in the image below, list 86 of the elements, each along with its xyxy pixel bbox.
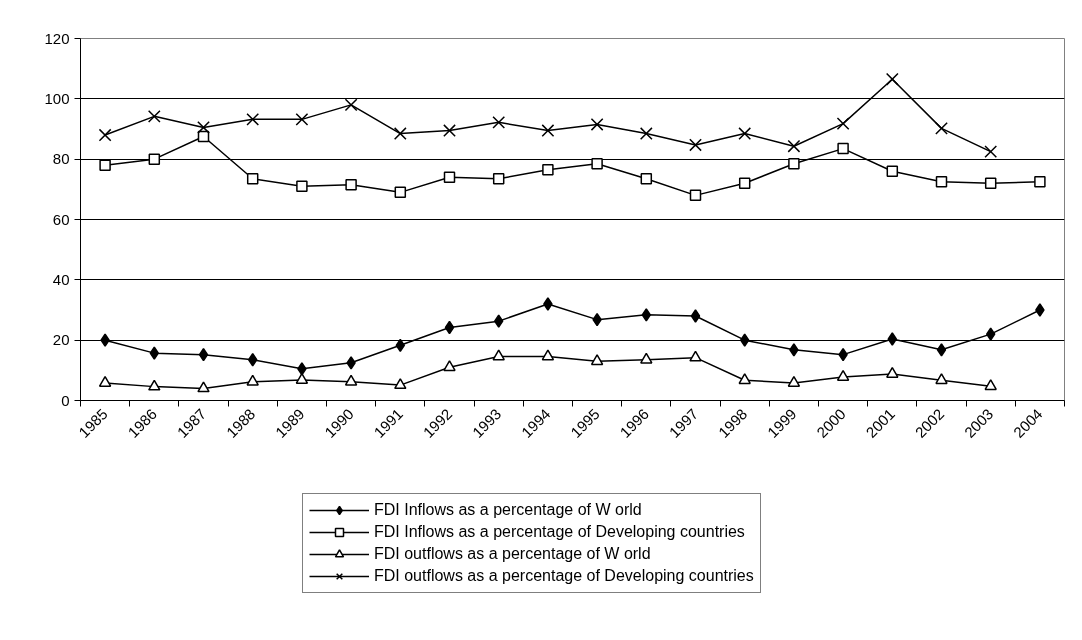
y-tick-label: 100: [44, 89, 70, 107]
point: [739, 333, 750, 347]
point: [148, 379, 161, 391]
point: [738, 373, 751, 385]
point: [887, 332, 898, 346]
y-tick-label: 20: [52, 331, 70, 349]
point: [836, 369, 850, 381]
point: [493, 314, 504, 328]
point: [640, 173, 653, 185]
point: [590, 118, 604, 131]
point: [984, 177, 997, 190]
point: [344, 374, 358, 386]
point: [787, 139, 801, 153]
point: [148, 153, 161, 165]
point: [147, 109, 161, 123]
point: [985, 327, 996, 341]
point: [689, 350, 702, 362]
point: [541, 124, 555, 137]
point: [787, 375, 801, 387]
point: [149, 346, 160, 360]
point: [492, 349, 505, 361]
point: [935, 176, 948, 188]
point: [98, 128, 112, 142]
point: [936, 343, 947, 357]
point: [935, 373, 948, 385]
legend-label: FDI outflows as a percentage of Developing countries: [374, 566, 754, 586]
point: [885, 72, 899, 86]
point: [788, 157, 800, 170]
point: [295, 372, 309, 384]
point: [789, 343, 799, 357]
point: [295, 112, 309, 126]
point: [690, 309, 701, 323]
point: [344, 98, 358, 112]
point: [492, 115, 506, 129]
point: [297, 362, 307, 376]
point: [542, 163, 554, 176]
point: [543, 297, 553, 311]
point: [886, 366, 899, 378]
point: [443, 124, 456, 137]
point: [837, 142, 849, 155]
legend-label: FDI Inflows as a percentage of Developing countries: [374, 522, 745, 542]
point: [394, 186, 407, 199]
legend-label: FDI outflows as a percentage of W orld: [374, 544, 651, 564]
point: [738, 127, 752, 140]
point: [639, 127, 653, 140]
point: [444, 320, 455, 335]
point: [246, 173, 259, 185]
point: [99, 159, 111, 171]
y-tick-label: 120: [44, 29, 70, 47]
point: [641, 308, 652, 322]
point: [296, 180, 308, 193]
y-tick-label: 40: [52, 270, 70, 288]
y-tick-label: 60: [52, 210, 70, 228]
point: [689, 189, 702, 202]
y-tick-label: 80: [52, 150, 70, 168]
point: [935, 121, 948, 135]
y-tick-label: 0: [61, 391, 70, 409]
point: [197, 121, 210, 134]
point: [492, 173, 505, 185]
point: [443, 171, 456, 184]
point: [443, 360, 456, 372]
point: [345, 179, 357, 191]
point: [197, 381, 210, 393]
point: [886, 165, 899, 177]
point: [346, 356, 356, 370]
point: [1035, 303, 1045, 317]
point: [394, 378, 407, 390]
point: [247, 353, 258, 367]
point: [836, 117, 850, 130]
point: [590, 354, 604, 366]
point: [1034, 176, 1046, 188]
legend-label: FDI Inflows as a percentage of W orld: [374, 500, 642, 520]
point: [246, 112, 260, 126]
point: [393, 127, 407, 140]
point: [591, 157, 603, 170]
point: [246, 374, 259, 386]
point: [100, 333, 110, 347]
point: [984, 145, 998, 159]
point: [98, 375, 112, 387]
point: [198, 347, 209, 362]
point: [640, 352, 653, 364]
point: [689, 138, 702, 152]
point: [395, 338, 406, 353]
point: [541, 349, 555, 361]
point: [984, 379, 997, 391]
point: [738, 177, 751, 190]
